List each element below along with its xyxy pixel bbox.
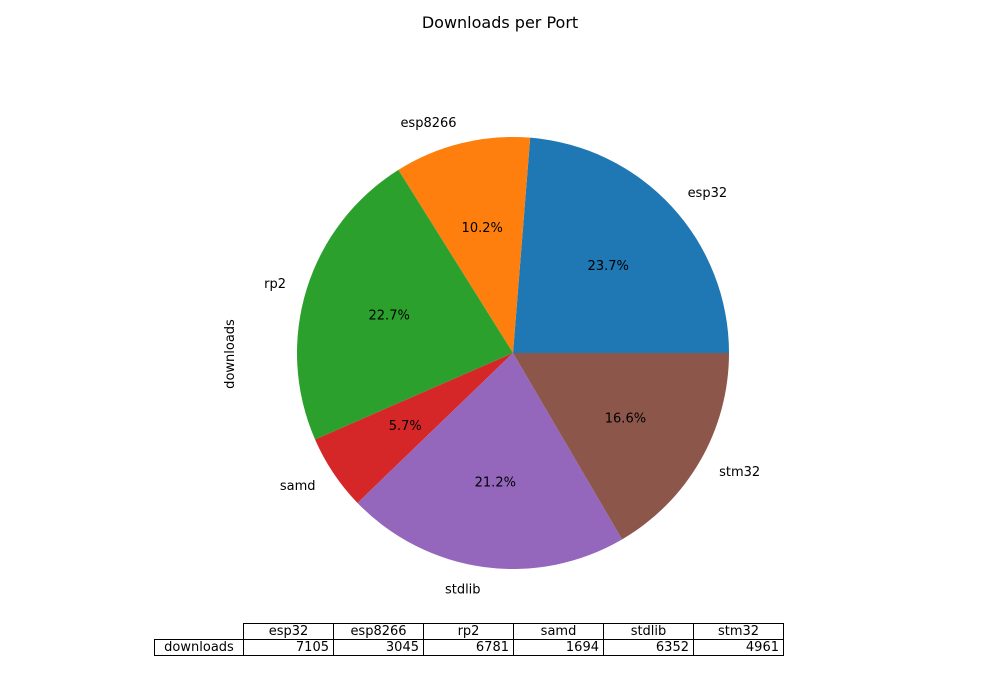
table-cell: 6781 <box>423 639 514 656</box>
pie-slice-samd <box>315 353 513 503</box>
table-cell: 4961 <box>693 639 784 656</box>
pie-category-label: stdlib <box>445 582 481 597</box>
pie-slice-rp2 <box>297 169 513 440</box>
pie-slice-esp32 <box>513 137 729 353</box>
pie-category-label: stm32 <box>719 465 760 480</box>
table-col-header: stm32 <box>693 623 784 640</box>
table-col-header: esp8266 <box>333 623 424 640</box>
y-axis-label: downloads <box>223 319 238 389</box>
chart-title: Downloads per Port <box>422 13 578 32</box>
table-cell: 1694 <box>513 639 604 656</box>
table-col-header: esp32 <box>243 623 334 640</box>
table-header-row: esp32 esp8266 rp2 samd stdlib stm32 <box>155 623 784 640</box>
table-col-header: samd <box>513 623 604 640</box>
pie-category-label: esp8266 <box>400 116 456 131</box>
pie-slice-stm32 <box>513 353 729 540</box>
pie-percent-label: 23.7% <box>588 259 629 274</box>
pie-percent-label: 16.6% <box>605 411 646 426</box>
pie-slice-stdlib <box>357 353 623 570</box>
table-col-header: rp2 <box>423 623 514 640</box>
pie-percent-label: 22.7% <box>369 309 410 324</box>
table-col-header: stdlib <box>603 623 694 640</box>
pie-category-label: rp2 <box>264 277 286 292</box>
pie-percent-label: 10.2% <box>462 221 503 236</box>
pie-percent-label: 21.2% <box>475 475 516 490</box>
pie-category-label: samd <box>280 479 316 494</box>
pie-percent-label: 5.7% <box>389 419 422 434</box>
pie-category-label: esp32 <box>688 186 728 201</box>
table-corner <box>155 624 244 640</box>
table-cell: 3045 <box>333 639 424 656</box>
pie-slice-esp8266 <box>398 137 531 353</box>
table-cell: 6352 <box>603 639 694 656</box>
data-table: esp32 esp8266 rp2 samd stdlib stm32 down… <box>154 623 784 656</box>
table-cell: 7105 <box>243 639 334 656</box>
table-row: downloads 7105 3045 6781 1694 6352 4961 <box>154 639 784 656</box>
table-row-header: downloads <box>154 639 244 656</box>
